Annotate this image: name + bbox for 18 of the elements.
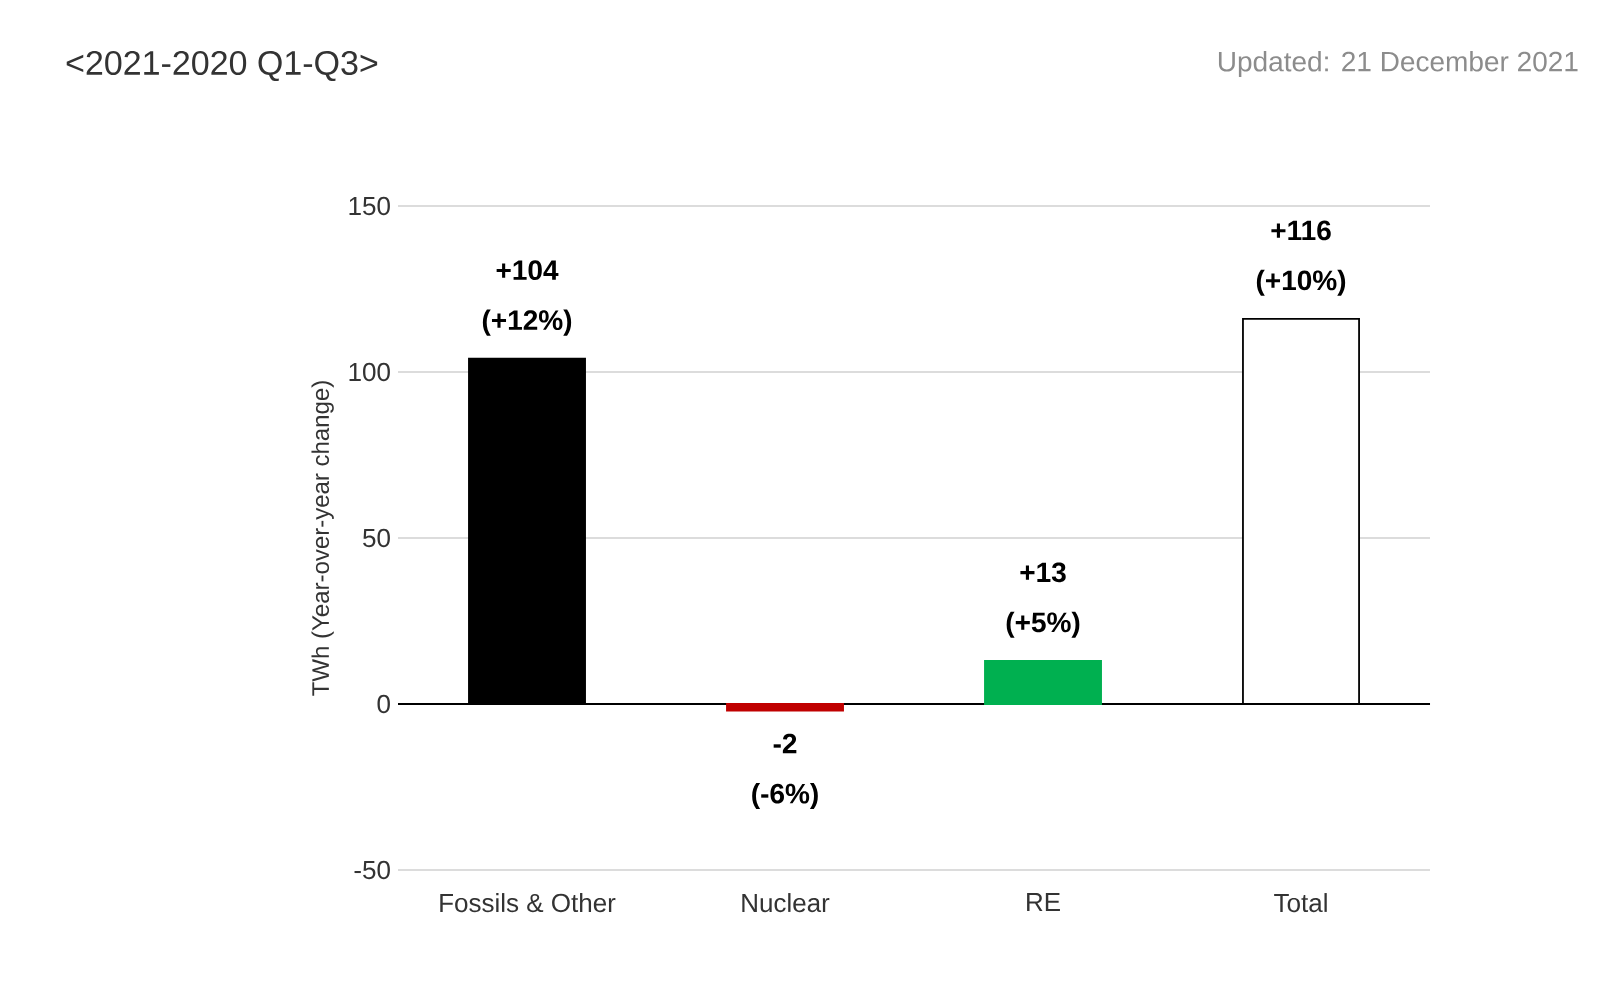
chart-title: <2021-2020 Q1-Q3> [66, 50, 378, 82]
bar [984, 659, 1102, 705]
data-label: +13 (+5%) [1006, 562, 1080, 638]
y-tick-label: 0 [377, 694, 390, 714]
y-tick-label: 100 [349, 362, 390, 382]
x-tick-label: Nuclear [742, 893, 830, 913]
chart-subtitle: Updated: 21 December 2021 [1218, 50, 1578, 78]
x-tick-label: RE [1027, 893, 1060, 911]
data-label: -2 (-6%) [752, 733, 818, 810]
y-tick-label: -50 [354, 860, 390, 880]
y-tick-label: 150 [349, 196, 390, 216]
y-axis-title: TWh (Year-over-year change) [311, 381, 334, 696]
x-tick-label: Total [1274, 893, 1327, 913]
x-tick-label: Fossils & Other [440, 893, 616, 913]
data-label: +104 (+12%) [482, 260, 572, 336]
bar [726, 703, 844, 712]
data-label: +116 (+10%) [1256, 220, 1346, 296]
y-tick-label: 50 [363, 528, 390, 548]
